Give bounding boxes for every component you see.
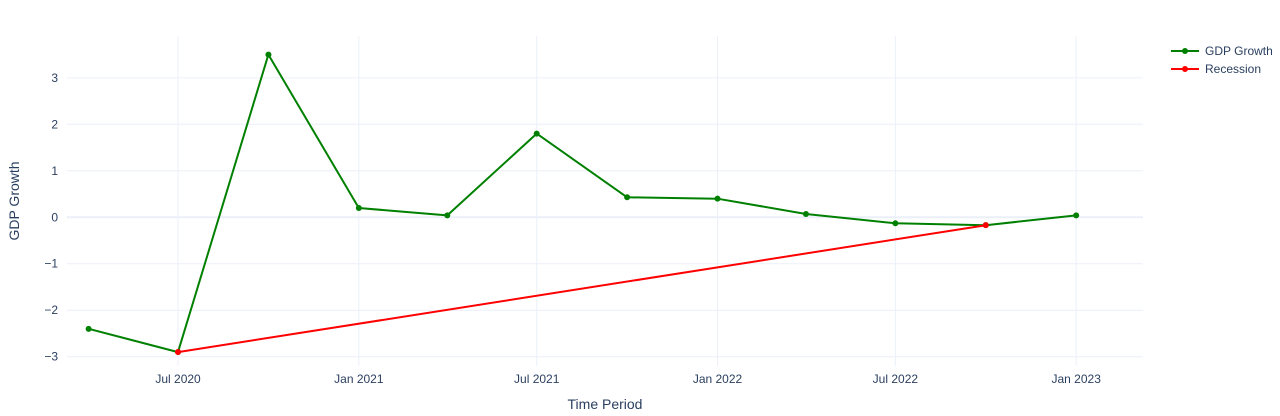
recession-point	[982, 222, 989, 229]
x-tick-label: Jan 2023	[1051, 372, 1101, 386]
gdp-growth-point	[355, 204, 362, 211]
y-axis-title: GDP Growth	[6, 161, 22, 240]
legend: GDP Growth Recession	[1171, 44, 1273, 76]
gdp-growth-point	[85, 325, 92, 332]
x-tick-label: Jan 2022	[693, 372, 743, 386]
gdp-growth-legend-label: GDP Growth	[1205, 44, 1273, 58]
gdp-growth-point	[892, 220, 899, 227]
x-axis-ticks: Jul 2020 Jan 2021 Jul 2021 Jan 2022 Jul 2022…	[155, 372, 1101, 386]
x-tick-label: Jul 2022	[873, 372, 919, 386]
gdp-growth-point	[533, 130, 540, 137]
y-axis-ticks: 3 2 1 0 −1 −2 −3	[44, 71, 58, 364]
recession-legend-marker	[1182, 66, 1188, 72]
grid-layer	[67, 36, 1143, 366]
gdp-growth-point	[624, 194, 631, 201]
recession-legend-label: Recession	[1205, 62, 1261, 76]
gdp-growth-point	[265, 51, 272, 58]
gdp-growth-legend-marker	[1182, 48, 1188, 54]
x-axis-title: Time Period	[568, 396, 643, 412]
y-tick-label: −3	[44, 350, 58, 364]
x-tick-label: Jan 2021	[334, 372, 384, 386]
gdp-growth-point	[444, 212, 451, 219]
gdp-growth-point	[714, 195, 721, 202]
gdp-growth-line	[88, 53, 1077, 354]
y-tick-label: 2	[51, 117, 58, 131]
y-tick-label: 1	[51, 164, 58, 178]
y-tick-label: 0	[51, 210, 58, 224]
recession-point	[175, 349, 182, 356]
series-layer	[85, 51, 1080, 356]
y-tick-label: −1	[44, 257, 58, 271]
y-tick-label: −2	[44, 303, 58, 317]
x-tick-label: Jul 2020	[155, 372, 201, 386]
gdp-growth-point	[1073, 212, 1080, 219]
x-tick-label: Jul 2021	[514, 372, 560, 386]
y-tick-label: 3	[51, 71, 58, 85]
gdp-growth-point	[802, 211, 809, 218]
recession-line	[177, 224, 986, 354]
